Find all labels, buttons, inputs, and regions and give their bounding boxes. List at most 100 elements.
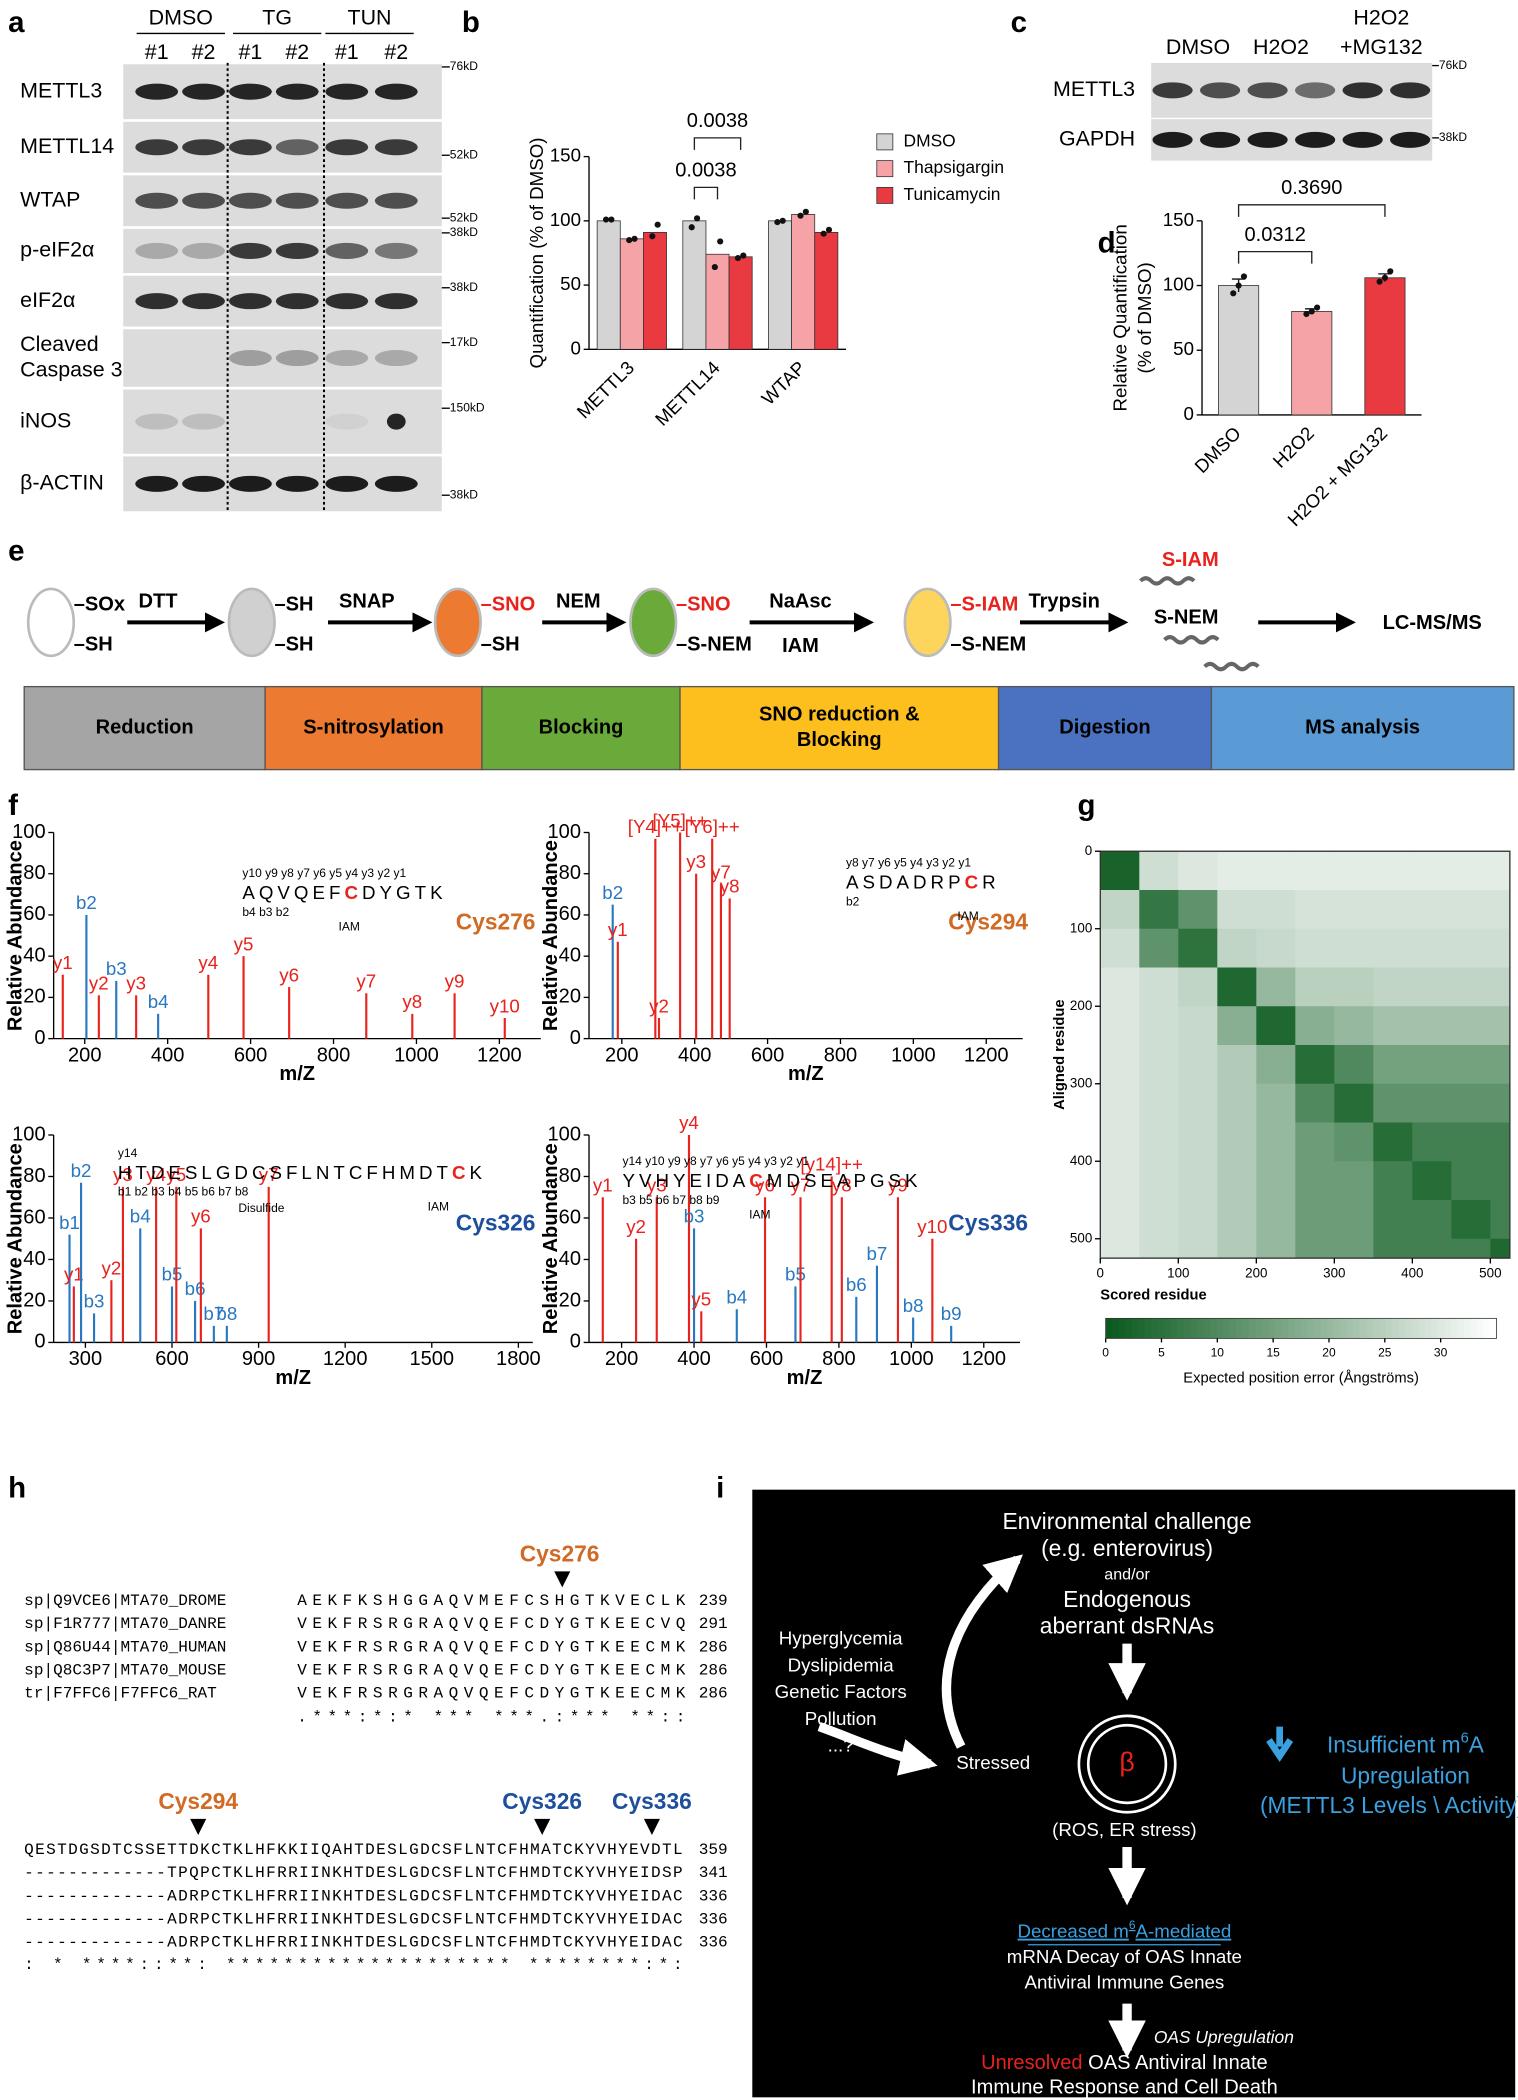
modification-label: IAM — [749, 1207, 770, 1221]
heatmap-cell — [1295, 851, 1335, 891]
band — [135, 139, 179, 156]
colorbar-step — [1196, 1318, 1204, 1339]
colorbar-tick-label: 5 — [1158, 1345, 1165, 1359]
peak-label: y5 — [166, 1164, 186, 1185]
x-tick-label: 200 — [605, 1044, 638, 1066]
heatmap-cell — [1256, 1044, 1296, 1085]
p-value: 0.0038 — [675, 160, 736, 182]
heatmap-cell — [1256, 967, 1296, 1007]
replicate-point — [734, 255, 742, 262]
band — [374, 242, 418, 259]
x-axis-label: Scored residue — [1100, 1287, 1206, 1303]
peak-label: b8 — [903, 1295, 924, 1316]
model-text: OAS Upregulation — [1154, 2027, 1294, 2047]
sequence-id: tr|F7FFC6|F7FFC6_RAT — [24, 1685, 217, 1703]
colorbar-step — [1359, 1318, 1367, 1339]
y-axis-label: Relative Abundance — [540, 1143, 562, 1334]
label-part: ASDADRP — [846, 871, 965, 892]
colorbar-step — [1379, 1318, 1387, 1339]
stage-label: Digestion — [1059, 716, 1150, 738]
panel-letter: c — [1011, 6, 1027, 39]
band — [374, 293, 418, 310]
colorbar-step — [1483, 1318, 1491, 1339]
heatmap-cell — [1295, 1083, 1335, 1123]
heatmap-cell — [1412, 1161, 1452, 1201]
group-label: –SH — [274, 633, 313, 655]
stage-label: Reduction — [96, 716, 194, 738]
colorbar-step — [1340, 1318, 1348, 1339]
peak-label: y1 — [64, 1264, 84, 1285]
y-tick-label: 0 — [34, 1027, 45, 1049]
colorbar-step — [1431, 1318, 1439, 1339]
label-part: HTDESLGDCSFLNTCFHMDT — [118, 1162, 452, 1183]
sequence-end: 286 — [699, 1685, 728, 1703]
x-tick-label: 200 — [1245, 1266, 1267, 1281]
label-part: R — [982, 871, 1000, 892]
heatmap-cell — [1100, 1238, 1140, 1259]
band — [325, 293, 369, 310]
y-tick-label: 150 — [1163, 209, 1194, 230]
blot-strip — [123, 329, 442, 387]
colorbar-step — [1418, 1318, 1426, 1339]
heatmap-cell — [1334, 1044, 1374, 1085]
colorbar-step — [1118, 1318, 1126, 1339]
band — [325, 350, 369, 367]
heatmap-cell — [1412, 1122, 1452, 1162]
heatmap-cell — [1373, 1044, 1413, 1085]
peak-label: b2 — [71, 1160, 92, 1181]
sequence-end: 291 — [699, 1615, 728, 1633]
label-part: K — [470, 1162, 487, 1183]
row-label: eIF2α — [20, 288, 75, 312]
lane-label: H2O2 — [1253, 35, 1309, 59]
colorbar-step — [1366, 1318, 1374, 1339]
band — [182, 413, 225, 430]
x-tick-label: 1500 — [409, 1348, 454, 1370]
band — [374, 475, 418, 492]
x-tick-label: H2O2 — [1269, 422, 1318, 471]
y-tick-label: 0 — [570, 1027, 581, 1049]
bar — [814, 232, 839, 350]
peptide-title: Cys276 — [456, 909, 536, 935]
sample-oval — [433, 587, 482, 658]
group-label: TUN — [348, 5, 392, 29]
stage-label: MS analysis — [1305, 716, 1420, 738]
x-tick-label: 900 — [242, 1348, 275, 1370]
heatmap-cell — [1490, 1044, 1511, 1085]
heatmap-cell — [1334, 889, 1374, 930]
heatmap-cell — [1178, 1122, 1218, 1162]
heatmap-cell — [1256, 1122, 1296, 1162]
replicate-point — [820, 230, 827, 237]
marker-label: 76kD — [450, 59, 478, 73]
colorbar-step — [1144, 1318, 1152, 1339]
x-tick-label: 1200 — [477, 1044, 522, 1066]
sample-oval — [629, 587, 678, 658]
colorbar-frame — [1105, 1317, 1497, 1339]
heatmap-cell — [1139, 851, 1179, 891]
replicate-point — [797, 212, 804, 219]
bar — [682, 220, 707, 350]
lane-label: #1 — [238, 40, 262, 64]
y-tick-label: 20 — [23, 986, 45, 1008]
peak-label: y10 — [490, 995, 520, 1016]
peak-label: y9 — [445, 971, 465, 992]
sequence: VEKFRSRGRAQVQEFCDYGTKEECVQ — [297, 1615, 685, 1633]
heatmap-cell — [1295, 1200, 1335, 1240]
heatmap-cell — [1139, 1200, 1179, 1240]
sequence: QESTDGSDTCSSETTDKCTKLHFKKIIQAHTDESLGDCSF… — [24, 1841, 683, 1859]
heatmap-cell — [1217, 1161, 1257, 1201]
colorbar-step — [1248, 1318, 1257, 1339]
heatmap-cell — [1373, 1006, 1413, 1046]
ion-ladder: b2 — [846, 894, 860, 908]
peak-label: y6 — [755, 1174, 775, 1195]
peak-label: [Y4]++ — [628, 816, 683, 837]
colorbar-step — [1242, 1318, 1250, 1339]
legend-label: Tunicamycin — [904, 184, 1001, 204]
lane-label: H2O2 — [1353, 5, 1409, 29]
position-marker — [534, 1818, 551, 1835]
peak-label: y2 — [89, 973, 109, 994]
sample-oval — [26, 587, 76, 658]
colorbar-step — [1476, 1318, 1484, 1339]
heatmap-cell — [1139, 889, 1179, 930]
heatmap-cell — [1451, 1006, 1491, 1046]
colorbar-step — [1105, 1318, 1113, 1339]
